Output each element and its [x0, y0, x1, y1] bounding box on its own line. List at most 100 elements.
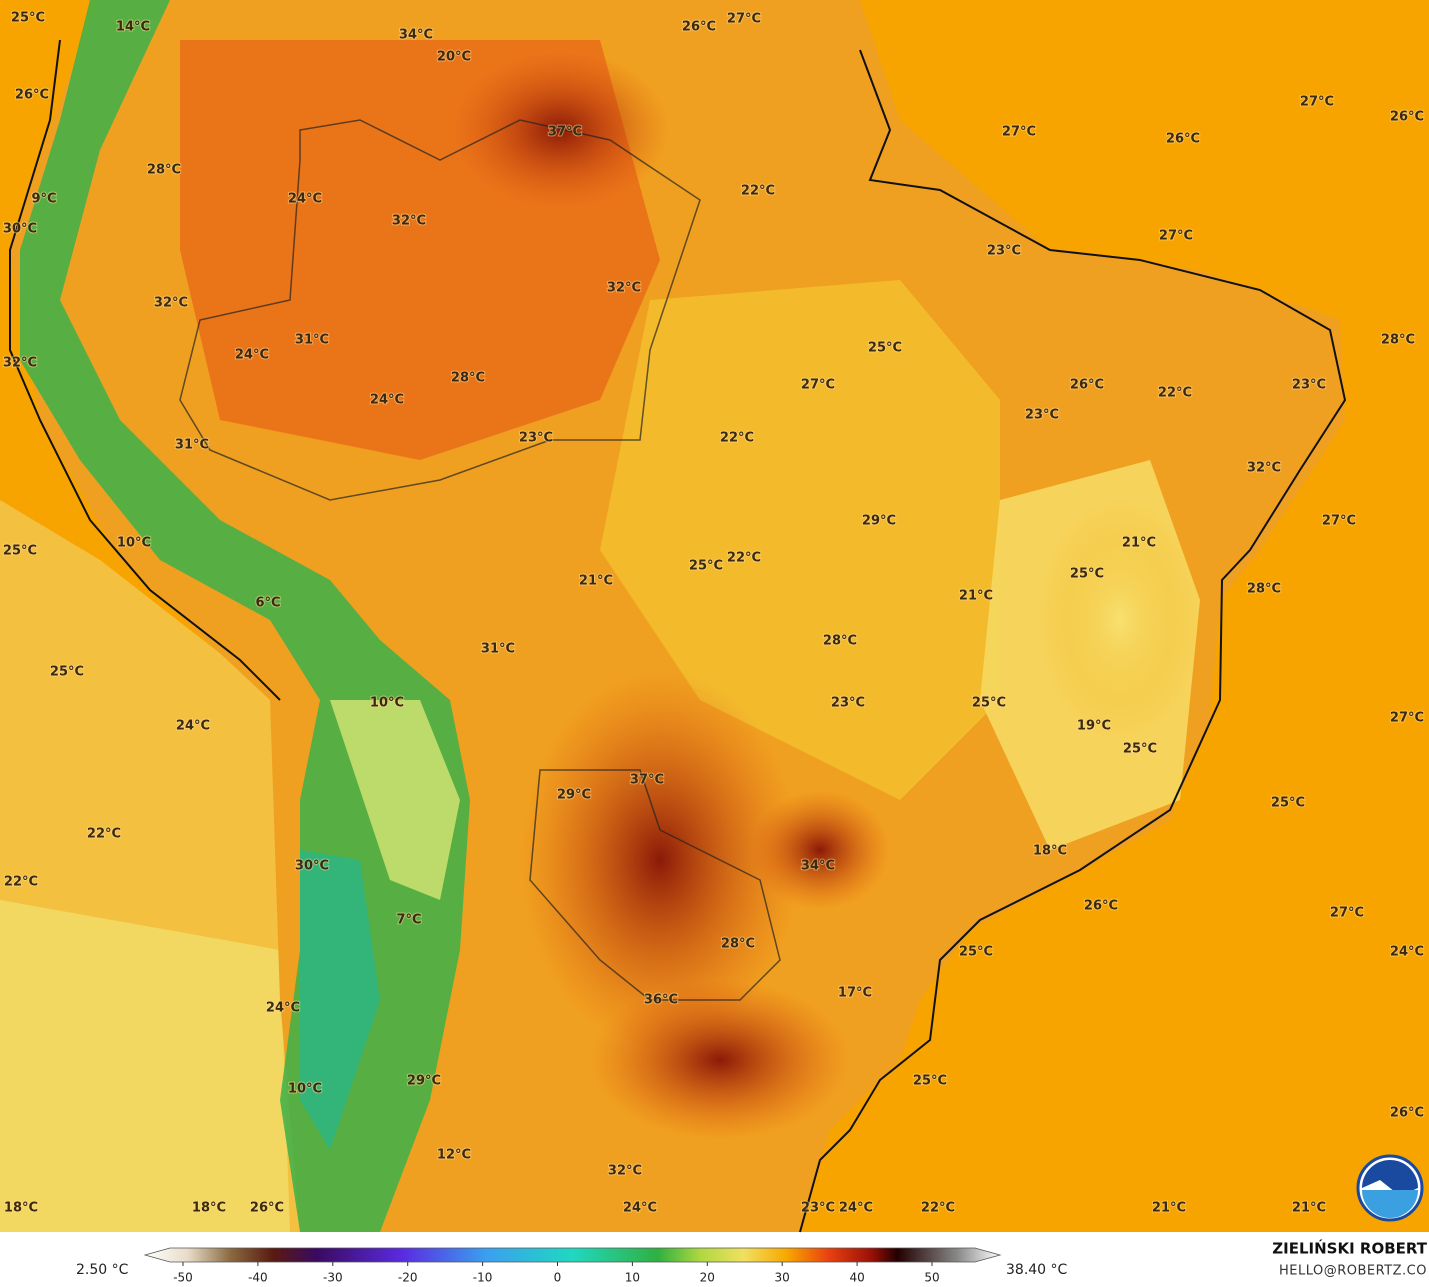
- temperature-label: 34°C: [801, 859, 835, 874]
- temperature-label: 17°C: [838, 986, 872, 1001]
- map: 25°C 14°C 34°C 20°C 26°C 27°C 26°C 27°C 26°C 37°C…: [0, 0, 1429, 1233]
- temperature-label: 24°C: [288, 192, 322, 207]
- temperature-label: 31°C: [481, 642, 515, 657]
- temperature-label: 25°C: [959, 945, 993, 960]
- temperature-label: 24°C: [1390, 945, 1424, 960]
- temperature-label: 28°C: [1381, 333, 1415, 348]
- temperature-label: 32°C: [608, 1164, 642, 1179]
- noaa-logo: [1356, 1154, 1424, 1222]
- temperature-label: 37°C: [630, 773, 664, 788]
- temperature-label: 30°C: [295, 859, 329, 874]
- colorbar-tick-label: 40: [849, 1271, 864, 1285]
- colorbar-tick-label: -20: [398, 1271, 418, 1285]
- temperature-label: 9°C: [31, 192, 56, 207]
- temperature-label: 34°C: [399, 28, 433, 43]
- temperature-label: 25°C: [972, 696, 1006, 711]
- temperature-label: 27°C: [727, 12, 761, 27]
- temperature-label: 31°C: [175, 438, 209, 453]
- temperature-label: 21°C: [1122, 536, 1156, 551]
- temperature-label: 23°C: [1292, 378, 1326, 393]
- colorbar: -50 -40 -30 -20 -10 0 10 20 30 40 50: [143, 1247, 1002, 1285]
- temperature-label: 21°C: [1292, 1201, 1326, 1216]
- temperature-label: 29°C: [862, 514, 896, 529]
- temperature-label: 28°C: [823, 634, 857, 649]
- temperature-label: 26°C: [1070, 378, 1104, 393]
- colorbar-tick-label: 50: [924, 1271, 939, 1285]
- temperature-label: 24°C: [839, 1201, 873, 1216]
- colorbar-tick-label: 30: [775, 1271, 790, 1285]
- temperature-label: 23°C: [987, 244, 1021, 259]
- temperature-label: 26°C: [250, 1201, 284, 1216]
- temperature-label: 21°C: [959, 589, 993, 604]
- temperature-label: 10°C: [117, 536, 151, 551]
- colorbar-tick-label: -50: [173, 1271, 193, 1285]
- temperature-label: 14°C: [116, 20, 150, 35]
- colorbar-tick-label: -40: [248, 1271, 268, 1285]
- temperature-label: 32°C: [1247, 461, 1281, 476]
- temperature-label: 25°C: [3, 544, 37, 559]
- temperature-label: 27°C: [1390, 711, 1424, 726]
- temperature-label: 25°C: [913, 1074, 947, 1089]
- temperature-label: 22°C: [921, 1201, 955, 1216]
- temperature-label: 21°C: [579, 574, 613, 589]
- temperature-label: 27°C: [1159, 229, 1193, 244]
- colorbar-tick-label: 0: [554, 1271, 562, 1285]
- temperature-label: 25°C: [11, 11, 45, 26]
- temperature-label: 28°C: [147, 163, 181, 178]
- temperature-label: 22°C: [87, 827, 121, 842]
- temperature-label: 25°C: [50, 665, 84, 680]
- temperature-label: 22°C: [1158, 386, 1192, 401]
- temperature-label: 7°C: [396, 913, 421, 928]
- contact: HELLO@ROBERTZ.CO: [1279, 1264, 1427, 1279]
- temperature-label: 28°C: [721, 937, 755, 952]
- temperature-label: 27°C: [1322, 514, 1356, 529]
- temperature-label: 24°C: [176, 719, 210, 734]
- temperature-label: 25°C: [689, 559, 723, 574]
- colorbar-tick-label: -10: [473, 1271, 493, 1285]
- temperature-label: 27°C: [1002, 125, 1036, 140]
- temperature-labels: 25°C 14°C 34°C 20°C 26°C 27°C 26°C 27°C 26°C 37°C…: [2, 10, 1425, 1217]
- temperature-label: 31°C: [295, 333, 329, 348]
- temperature-label: 36°C: [644, 993, 678, 1008]
- temperature-label: 26°C: [682, 20, 716, 35]
- temperature-label: 23°C: [1025, 408, 1059, 423]
- temperature-label: 32°C: [3, 356, 37, 371]
- temperature-label: 24°C: [235, 348, 269, 363]
- colorbar-tick-label: 10: [625, 1271, 640, 1285]
- temperature-label: 10°C: [288, 1082, 322, 1097]
- temperature-label: 27°C: [801, 378, 835, 393]
- temperature-label: 22°C: [741, 184, 775, 199]
- temperature-label: 22°C: [4, 875, 38, 890]
- temperature-label: 23°C: [519, 431, 553, 446]
- temperature-label: 24°C: [370, 393, 404, 408]
- temperature-label: 25°C: [1123, 742, 1157, 757]
- temperature-label: 25°C: [1070, 567, 1104, 582]
- temperature-label: 23°C: [831, 696, 865, 711]
- min-label: 2.50 °C: [76, 1262, 129, 1278]
- temperature-label: 18°C: [4, 1201, 38, 1216]
- temperature-label: 29°C: [407, 1074, 441, 1089]
- temperature-label: 28°C: [1247, 582, 1281, 597]
- temperature-label: 37°C: [548, 125, 582, 140]
- temperature-label: 23°C: [801, 1201, 835, 1216]
- temperature-label: 18°C: [1033, 844, 1067, 859]
- temperature-label: 26°C: [1390, 110, 1424, 125]
- temperature-label: 30°C: [3, 222, 37, 237]
- colorbar-tick-label: 20: [700, 1271, 715, 1285]
- temperature-label: 32°C: [607, 281, 641, 296]
- temperature-label: 25°C: [1271, 796, 1305, 811]
- temperature-label: 26°C: [1166, 132, 1200, 147]
- temperature-label: 22°C: [727, 551, 761, 566]
- temperature-label: 27°C: [1330, 906, 1364, 921]
- temperature-label: 10°C: [370, 696, 404, 711]
- temperature-label: 26°C: [1084, 899, 1118, 914]
- colorbar-tick-label: -30: [323, 1271, 343, 1285]
- temperature-label: 28°C: [451, 371, 485, 386]
- max-label: 38.40 °C: [1006, 1262, 1068, 1278]
- temperature-label: 6°C: [255, 596, 280, 611]
- temperature-label: 27°C: [1300, 95, 1334, 110]
- temperature-label: 29°C: [557, 788, 591, 803]
- temperature-label: 22°C: [720, 431, 754, 446]
- temperature-label: 32°C: [154, 296, 188, 311]
